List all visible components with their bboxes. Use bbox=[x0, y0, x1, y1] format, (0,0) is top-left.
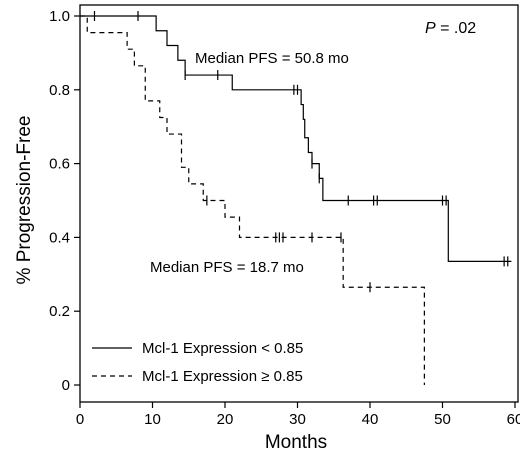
plot-frame bbox=[79, 4, 519, 403]
legend: Mcl-1 Expression < 0.85 Mcl-1 Expression… bbox=[92, 340, 303, 385]
survival-curve-low bbox=[80, 15, 512, 262]
legend-label-low: Mcl-1 Expression < 0.85 bbox=[142, 340, 303, 357]
p-value-symbol: P bbox=[425, 20, 436, 37]
legend-label-high: Mcl-1 Expression ≥ 0.85 bbox=[142, 368, 303, 385]
y-tick-label: 0 bbox=[62, 377, 70, 394]
y-axis: 0 0.2 0.4 0.6 0.8 1.0 bbox=[49, 8, 80, 394]
y-tick-label: 0.2 bbox=[49, 303, 70, 320]
x-tick-label: 50 bbox=[434, 411, 451, 428]
median-pfs-high-annotation: Median PFS = 18.7 mo bbox=[150, 259, 304, 276]
plot-border bbox=[79, 4, 519, 403]
y-axis-title: % Progression-Free bbox=[14, 116, 35, 285]
x-tick-label: 10 bbox=[144, 411, 161, 428]
survival-curve-high bbox=[80, 15, 425, 385]
x-tick-label: 20 bbox=[217, 411, 234, 428]
median-pfs-low-annotation: Median PFS = 50.8 mo bbox=[195, 50, 349, 67]
y-tick-label: 0.6 bbox=[49, 156, 70, 173]
x-tick-label: 0 bbox=[76, 411, 84, 428]
x-axis: 0 10 20 30 40 50 60 bbox=[76, 402, 520, 428]
y-tick-label: 1.0 bbox=[49, 8, 70, 25]
series-layer bbox=[80, 11, 512, 385]
y-tick-label: 0.4 bbox=[49, 229, 70, 246]
x-tick-label: 60 bbox=[507, 411, 520, 428]
y-tick-label: 0.8 bbox=[49, 82, 70, 99]
p-value: P = .02 bbox=[425, 20, 476, 37]
x-tick-label: 40 bbox=[362, 411, 379, 428]
x-tick-label: 30 bbox=[289, 411, 306, 428]
x-axis-title: Months bbox=[265, 432, 327, 453]
p-value-text: = .02 bbox=[436, 20, 477, 37]
